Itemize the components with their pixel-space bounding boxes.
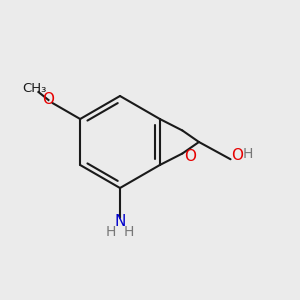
Text: N: N bbox=[114, 214, 126, 230]
Text: H: H bbox=[106, 225, 116, 239]
Text: O: O bbox=[43, 92, 55, 107]
Text: H: H bbox=[124, 225, 134, 239]
Text: O: O bbox=[184, 149, 196, 164]
Text: O: O bbox=[232, 148, 244, 163]
Text: CH₃: CH₃ bbox=[22, 82, 46, 95]
Text: H: H bbox=[242, 147, 253, 161]
